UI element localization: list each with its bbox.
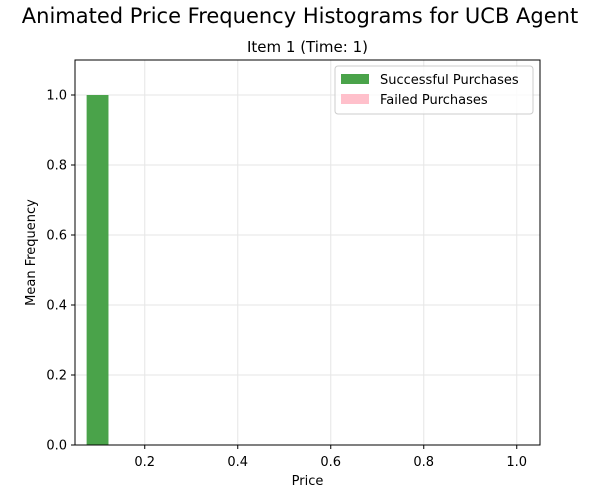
- y-tick-label: 0.2: [46, 369, 67, 384]
- legend-label: Successful Purchases: [380, 73, 519, 88]
- x-tick-label: 0.6: [320, 455, 341, 470]
- figure-title: Animated Price Frequency Histograms for …: [21, 4, 579, 28]
- y-tick-label: 0.4: [46, 299, 67, 314]
- chart-title: Item 1 (Time: 1): [247, 38, 368, 56]
- y-tick-label: 0.8: [46, 159, 67, 174]
- histogram-bar: [86, 95, 109, 445]
- legend-label: Failed Purchases: [380, 93, 488, 108]
- x-axis-label: Price: [292, 474, 324, 489]
- y-tick-label: 0.0: [46, 439, 67, 454]
- legend: Successful Purchases Failed Purchases: [334, 65, 534, 115]
- x-tick-label: 0.8: [413, 455, 434, 470]
- bars-group: [86, 95, 109, 445]
- y-axis-label: Mean Frequency: [24, 199, 39, 306]
- legend-swatch: [341, 74, 369, 84]
- y-tick-label: 1.0: [46, 89, 67, 104]
- x-tick-label: 1.0: [506, 455, 527, 470]
- grid-lines: [75, 60, 540, 446]
- axes-frame: [74, 59, 541, 446]
- ticks-group: 0.2 0.4 0.6 0.8 1.0 0.0 0.2 0.4 0.6 0.8 1.0: [46, 89, 527, 471]
- x-tick-label: 0.2: [134, 455, 155, 470]
- x-tick-label: 0.4: [227, 455, 248, 470]
- y-tick-label: 0.6: [46, 229, 67, 244]
- legend-box: [334, 65, 534, 115]
- legend-swatch: [341, 94, 369, 104]
